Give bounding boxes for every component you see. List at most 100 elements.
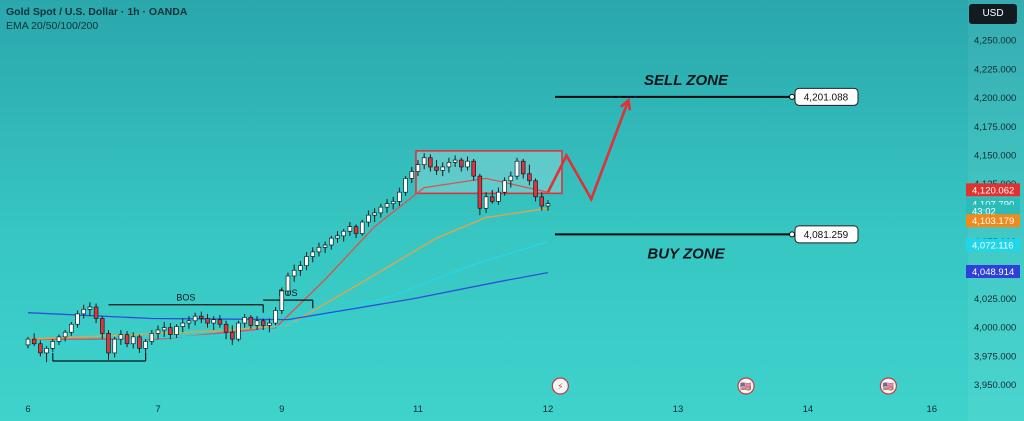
candle-body-up xyxy=(545,203,551,207)
bos-label: BOS xyxy=(176,293,195,303)
candle-body-up xyxy=(291,269,297,277)
candle-body-up xyxy=(161,327,167,331)
candle xyxy=(192,312,198,326)
candle-body-up xyxy=(279,290,285,311)
candle-body-down xyxy=(527,173,532,182)
candle xyxy=(236,320,241,342)
candle-body-up xyxy=(316,246,322,253)
candle xyxy=(316,242,322,257)
lightning-event-icon[interactable]: ⚡ xyxy=(551,377,569,395)
candle xyxy=(329,235,334,250)
candle-body-down xyxy=(248,316,254,326)
candle xyxy=(372,208,377,223)
candle xyxy=(452,155,458,167)
candle xyxy=(514,157,520,180)
candle xyxy=(25,336,31,349)
candle-body-down xyxy=(490,196,495,202)
candle-body-down xyxy=(199,315,204,319)
time-axis-tick: 12 xyxy=(543,404,554,415)
candle xyxy=(502,177,507,196)
candle xyxy=(69,321,74,336)
candle-body-down xyxy=(38,343,43,354)
us-flag-event-icon-circle xyxy=(879,377,898,395)
us-flag-event-icon-glyph: 🇺🇸 xyxy=(740,382,751,393)
candle-body-up xyxy=(366,214,371,223)
candle-body-down xyxy=(539,196,545,207)
price-badge-text: 4,072.116 xyxy=(972,240,1014,251)
us-flag-event-icon[interactable]: 🇺🇸 xyxy=(737,377,755,395)
us-flag-event-icon[interactable]: 🇺🇸 xyxy=(879,377,898,395)
candle xyxy=(279,287,285,314)
candle xyxy=(100,316,105,340)
candle xyxy=(106,329,111,360)
candle-body-up xyxy=(335,235,340,239)
candle xyxy=(335,231,340,243)
candle-body-up xyxy=(347,226,353,232)
candle xyxy=(465,156,470,171)
candle-body-down xyxy=(477,175,483,209)
swing-low-bracket xyxy=(52,352,147,362)
candle xyxy=(75,310,80,328)
candle-body-down xyxy=(533,180,538,198)
candle xyxy=(471,158,476,181)
candle-body-up xyxy=(304,256,309,267)
candle xyxy=(322,241,328,254)
candle-body-up xyxy=(440,166,445,171)
candle xyxy=(384,199,390,213)
sell-zone-anchor xyxy=(789,93,795,100)
candle xyxy=(390,196,396,210)
candle-body-up xyxy=(236,322,241,340)
candle-body-up xyxy=(267,322,272,326)
candle xyxy=(248,315,254,329)
candle-body-up xyxy=(112,338,117,354)
ema-50-line xyxy=(27,207,549,340)
candle-body-down xyxy=(217,319,223,325)
candle xyxy=(50,339,56,352)
candle xyxy=(44,346,49,363)
candle-body-up xyxy=(87,306,93,310)
candle-body-up xyxy=(409,171,415,179)
lightning-event-icon-glyph: ⚡ xyxy=(557,383,563,393)
candle-body-up xyxy=(378,206,384,214)
candle xyxy=(87,302,93,317)
candle-body-down xyxy=(434,166,439,171)
candle-body-up xyxy=(415,164,421,172)
candle xyxy=(360,219,365,236)
candle xyxy=(291,264,297,282)
candle xyxy=(118,329,124,345)
currency-button[interactable]: USD xyxy=(969,4,1017,24)
ema-100-line xyxy=(27,240,549,346)
symbol-title[interactable]: Gold Spot / U.S. Dollar · 1h · OANDA xyxy=(6,6,188,18)
candle xyxy=(490,189,495,204)
price-axis-tick: 4,225.000 xyxy=(974,64,1016,75)
candle-body-up xyxy=(285,275,291,292)
price-axis-tick: 4,250.000 xyxy=(974,36,1016,47)
candle xyxy=(285,272,291,296)
price-badge-text: 43:02 xyxy=(972,207,996,218)
candle xyxy=(112,336,117,358)
candle xyxy=(298,261,303,277)
candle xyxy=(124,331,130,348)
candle xyxy=(149,329,155,345)
candle xyxy=(137,334,142,353)
us-flag-event-icon-circle xyxy=(737,377,755,395)
candle xyxy=(508,171,514,188)
indicator-legend[interactable]: EMA 20/50/100/200 xyxy=(6,20,99,32)
candle-body-up xyxy=(192,315,198,322)
candle xyxy=(353,224,359,239)
price-axis-tick: 4,150.000 xyxy=(974,150,1016,161)
candle-body-up xyxy=(421,157,427,166)
price-badge-bg xyxy=(966,265,1020,279)
candle xyxy=(545,200,551,211)
sell-zone: 4,201.088 SELL ZONE xyxy=(555,72,859,106)
time-axis-tick: 13 xyxy=(673,404,684,415)
candle-body-up xyxy=(186,320,192,324)
candle xyxy=(483,192,489,213)
candle-body-up xyxy=(81,308,86,315)
price-badge: 4,072.116 xyxy=(966,238,1020,252)
time-axis-tick: 16 xyxy=(926,404,937,415)
candle xyxy=(539,192,545,211)
candle-body-up xyxy=(143,341,148,349)
